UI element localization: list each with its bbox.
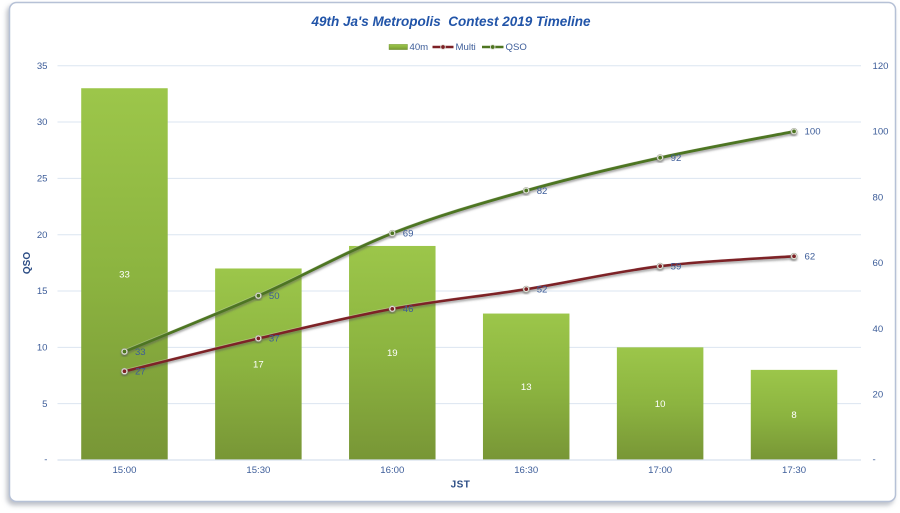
svg-text:49th Ja's Metropolis Contest: 49th Ja's Metropolis Contest 2019 Timeli… (310, 14, 591, 29)
svg-text:27: 27 (135, 366, 146, 377)
svg-text:82: 82 (537, 186, 548, 197)
svg-text:15: 15 (37, 286, 48, 297)
svg-text:33: 33 (119, 269, 130, 280)
svg-text:35: 35 (37, 61, 48, 72)
svg-text:50: 50 (269, 291, 280, 302)
svg-text:10: 10 (37, 343, 48, 354)
svg-text:15:00: 15:00 (112, 465, 136, 476)
svg-text:17: 17 (253, 359, 264, 370)
svg-text:16:30: 16:30 (514, 465, 538, 476)
svg-text:100: 100 (873, 127, 889, 138)
svg-text:100: 100 (805, 127, 821, 138)
svg-text:60: 60 (873, 258, 884, 269)
svg-text:-: - (44, 455, 47, 466)
svg-text:120: 120 (873, 61, 889, 72)
svg-text:20: 20 (873, 389, 884, 400)
svg-text:92: 92 (671, 153, 682, 164)
svg-text:16:00: 16:00 (380, 465, 404, 476)
svg-text:40: 40 (873, 324, 884, 335)
svg-text:69: 69 (403, 228, 414, 239)
svg-text:JST: JST (451, 480, 471, 491)
svg-text:46: 46 (403, 304, 414, 315)
svg-text:37: 37 (269, 334, 280, 345)
svg-text:Multi: Multi (456, 42, 476, 53)
svg-text:10: 10 (655, 399, 666, 410)
svg-text:40m: 40m (410, 42, 429, 53)
svg-text:QSO: QSO (22, 252, 33, 274)
svg-text:25: 25 (37, 174, 48, 185)
svg-text:17:30: 17:30 (782, 465, 806, 476)
svg-text:62: 62 (805, 251, 816, 262)
svg-text:-: - (873, 455, 876, 466)
svg-text:80: 80 (873, 192, 884, 203)
svg-text:52: 52 (537, 284, 548, 295)
svg-text:15:30: 15:30 (246, 465, 270, 476)
svg-text:8: 8 (791, 410, 796, 421)
svg-text:13: 13 (521, 382, 532, 393)
svg-text:30: 30 (37, 117, 48, 128)
svg-text:QSO: QSO (506, 42, 527, 53)
svg-text:5: 5 (42, 399, 47, 410)
svg-text:17:00: 17:00 (648, 465, 672, 476)
svg-text:33: 33 (135, 347, 146, 358)
svg-text:20: 20 (37, 230, 48, 241)
svg-text:19: 19 (387, 348, 398, 359)
svg-text:59: 59 (671, 261, 682, 272)
